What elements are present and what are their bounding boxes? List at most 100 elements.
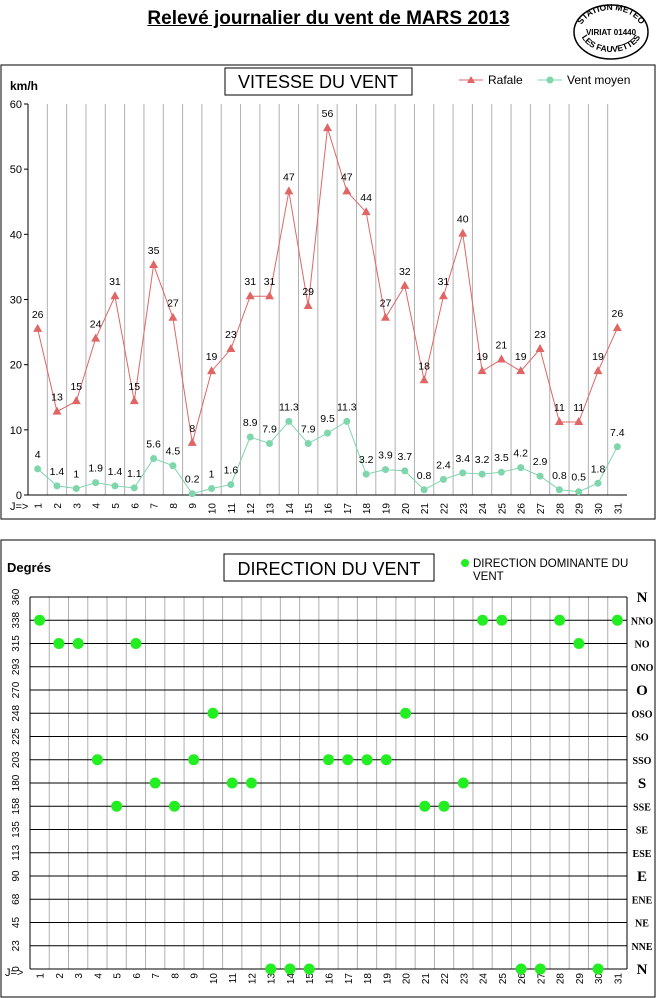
speed-y-tick-label: 20 (10, 360, 22, 372)
rafale-data-label: 26 (611, 308, 623, 320)
direction-y-tick-label: 270 (11, 681, 22, 698)
direction-legend: DIRECTION DOMINANTE DU VENT (461, 558, 628, 583)
speed-x-tick-label: 17 (343, 503, 354, 515)
direction-x-tick-label: 23 (459, 973, 470, 985)
moyen-data-label: 7.4 (610, 427, 625, 439)
direction-x-tick-label: 10 (209, 973, 220, 985)
rafale-point (574, 417, 584, 426)
rafale-point (284, 186, 294, 195)
rafale-data-label: 21 (496, 339, 508, 351)
moyen-point (92, 479, 100, 487)
speed-x-tick-label: 1 (34, 503, 45, 509)
moyen-point (285, 417, 293, 425)
rafale-point (168, 312, 178, 321)
direction-y-tick-label: 225 (11, 728, 22, 745)
direction-title-box (223, 553, 435, 582)
moyen-data-label: 4 (35, 449, 41, 461)
speed-x-tick-label: 16 (324, 503, 335, 515)
moyen-point (169, 462, 177, 470)
rafale-point (400, 280, 410, 289)
direction-x-tick-label: 24 (479, 973, 490, 985)
direction-point (284, 963, 296, 975)
direction-x-tick-label: 12 (247, 973, 258, 985)
direction-x-tick-label: 19 (382, 973, 393, 985)
rafale-data-label: 15 (128, 381, 140, 393)
rafale-data-label: 29 (302, 286, 314, 298)
direction-point (592, 963, 604, 975)
moyen-point (53, 482, 61, 490)
direction-x-tick-label: 21 (421, 973, 432, 985)
chart1-frame (0, 64, 656, 520)
speed-x-tick-label: 11 (227, 503, 238, 514)
wind-speed-chart: km/h VITESSE DU VENT Rafale Vent moyen 0… (0, 64, 656, 520)
compass-direction-label: SE (636, 826, 649, 837)
rafale-point (52, 406, 62, 415)
rafale-data-label: 19 (206, 351, 218, 363)
rafale-data-label: 32 (399, 266, 411, 278)
speed-x-tick-label: 2 (53, 503, 64, 509)
speed-y-tick-label: 0 (16, 490, 22, 502)
rafale-point (458, 228, 468, 237)
moyen-point (208, 484, 216, 492)
moyen-point (362, 470, 370, 478)
speed-x-tick-label: 21 (420, 503, 431, 515)
compass-direction-label: S (638, 776, 646, 792)
direction-x-tick-label: 27 (536, 973, 547, 985)
rafale-data-label: 23 (225, 329, 237, 341)
direction-x-tick-label: 25 (498, 973, 509, 985)
speed-x-tick-label: 19 (381, 503, 392, 515)
direction-y-tick-label: 315 (11, 635, 22, 652)
rafale-data-label: 15 (70, 381, 82, 393)
speed-x-tick-label: 20 (401, 503, 412, 515)
direction-point (515, 963, 527, 975)
rafale-data-label: 18 (418, 360, 430, 372)
compass-direction-label: SO (635, 733, 649, 744)
moyen-data-label: 2.4 (436, 459, 451, 471)
rafale-point (245, 291, 255, 300)
speed-x-tick-label: 23 (459, 503, 470, 515)
rafale-point (554, 417, 564, 426)
moyen-data-label: 3.2 (475, 454, 490, 466)
moyen-point (439, 475, 447, 483)
moyen-point (575, 488, 583, 496)
rafale-point (149, 259, 159, 268)
direction-y-tick-label: 203 (11, 751, 22, 768)
speed-x-tick-label: 9 (188, 503, 199, 509)
moyen-point (594, 479, 602, 487)
moyen-data-label: 0.5 (571, 472, 586, 484)
direction-x-tick-label: 3 (74, 973, 85, 979)
rafale-data-label: 19 (592, 351, 604, 363)
moyen-data-label: 1.8 (591, 463, 606, 475)
moyen-data-label: 1.4 (108, 466, 123, 478)
direction-y-tick-label: 68 (11, 893, 22, 905)
moyen-point (555, 486, 563, 494)
speed-x-tick-label: 5 (111, 503, 122, 509)
speed-chart-title: VITESSE DU VENT (238, 72, 398, 92)
speed-x-tick-label: 28 (555, 503, 566, 515)
speed-x-tick-label: 12 (246, 503, 257, 515)
moyen-point (478, 470, 486, 478)
compass-direction-label: NNE (631, 942, 652, 953)
rafale-point (226, 344, 236, 353)
rafale-data-label: 11 (554, 402, 565, 414)
direction-point (245, 777, 257, 789)
moyen-data-label: 1 (73, 468, 79, 480)
direction-point (226, 777, 238, 789)
rafale-point (496, 354, 506, 363)
compass-direction-label: NE (635, 919, 649, 930)
station-stamp: STATION METEO VIRIAT 01440 LES FAUVETTES (573, 2, 649, 60)
compass-direction-label: N (637, 590, 648, 606)
speed-legend: Rafale Vent moyen (459, 73, 630, 87)
legend-moyen-label: Vent moyen (567, 73, 630, 87)
direction-x-tick-label: 1 (36, 973, 47, 979)
direction-point (53, 638, 65, 649)
rafale-point (33, 323, 43, 332)
moyen-data-label: 4.2 (513, 448, 528, 460)
rafale-data-label: 56 (322, 108, 334, 120)
moyen-data-label: 1 (209, 468, 215, 480)
compass-direction-label: SSO (633, 756, 652, 767)
direction-y-tick-label: 293 (11, 658, 22, 675)
rafale-data-label: 13 (51, 392, 63, 404)
speed-x-tick-label: 26 (517, 503, 528, 515)
direction-point (438, 800, 450, 812)
